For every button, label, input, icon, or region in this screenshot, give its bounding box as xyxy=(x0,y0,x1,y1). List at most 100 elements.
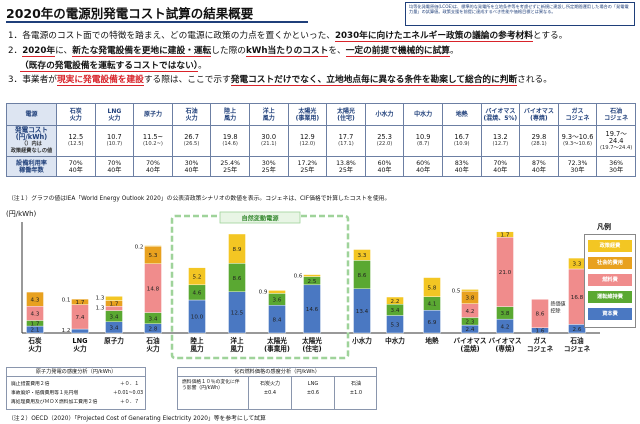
bar-value-label: 2.5 xyxy=(308,279,317,285)
bar-category-label: ガス xyxy=(533,336,547,345)
source-col-header: 石炭 火力 xyxy=(56,103,96,126)
cost-cell: 13.2 (12.7) xyxy=(480,125,521,157)
source-col-header: LNG 火力 xyxy=(94,103,135,126)
bar-segment-policy xyxy=(496,231,514,238)
legend-item-policy: 政策経費 xyxy=(588,240,632,252)
source-header: 電源 xyxy=(6,103,57,126)
bar-value-label: 3.8 xyxy=(501,311,510,317)
bar-value-label: 2.2 xyxy=(391,299,400,305)
cost-row-label: 発電コスト (円/kWh) （）内は 政策経費なしの値 xyxy=(6,125,57,157)
fuel-sens-divider xyxy=(291,377,292,410)
cost-cell: 11.5~ (10.2~) xyxy=(133,125,173,157)
legend-item-capital: 資本費 xyxy=(588,308,632,320)
bar-value-label: 3.6 xyxy=(273,298,282,304)
bar-category-label: 洋上 xyxy=(230,336,244,345)
fuel-sensitivity-table: 化石燃料価格の感度分析（円/kWh） 燃料価格１０％の変化に伴う影響（円/kWh… xyxy=(177,367,377,410)
source-col-header: 小水力 xyxy=(364,103,405,126)
bar-segment-policy xyxy=(461,289,479,292)
bar-value-label: 1.7 xyxy=(76,300,85,306)
bar-segment-policy xyxy=(144,245,162,247)
source-col-header: 石油 コジェネ xyxy=(596,103,636,126)
bar-value-label: 2.1 xyxy=(31,328,40,334)
cost-cell: 12.5 (12.5) xyxy=(56,125,96,157)
bar-segment-policy xyxy=(105,296,123,301)
lcoe-note-box: 均等化発電原価(LCOE)は、標準的な発電所を立地条件等を考慮せずに新規に建設し… xyxy=(405,2,635,26)
bullet-3: 3．事業者が現実に発電設備を建設する際は、ここで示す発電コストだけでなく、立地地… xyxy=(8,75,552,87)
source-col-header: 原子力 xyxy=(133,103,173,126)
fuel-sens-coal: 石炭火力 ±0.4 xyxy=(259,381,280,396)
fuel-sens-divider xyxy=(334,377,335,410)
utilization-cell: 72.3% 30年 xyxy=(557,156,598,177)
bar-category-label: LNG xyxy=(72,337,87,345)
nuclear-sensitivity-title: 原子力発電の感度分析（円/kWh） xyxy=(7,368,145,377)
cost-cell: 19.8 (14.6) xyxy=(210,125,250,157)
utilization-cell: 87% 40年 xyxy=(519,156,559,177)
bar-value-label: 12.5 xyxy=(231,311,244,317)
bar-category-label: 中水力 xyxy=(385,336,405,345)
page-title: 2020年の電源別発電コスト試算の結果概要 xyxy=(6,6,254,21)
bar-value-label: 14.6 xyxy=(306,307,319,313)
bullet-2: 2．2020年に、新たな発電設備を更地に建設・運転した際のkWh当たりのコストを… xyxy=(8,45,459,57)
cost-cell: 10.7 (10.7) xyxy=(94,125,135,157)
bar-value-label: 7.4 xyxy=(76,315,85,321)
bar-value-label: 14.8 xyxy=(147,286,160,292)
bar-segment-policy xyxy=(386,296,404,305)
variable-renewables-label-box xyxy=(219,211,301,224)
bar-value-label: 1.3 xyxy=(96,305,105,311)
utilization-cell: 70% 40年 xyxy=(480,156,521,177)
bar-segment-policy xyxy=(228,233,246,264)
bar-value-label: 5.3 xyxy=(391,322,400,328)
footnote-2: （注２）OECD（2020）「Projected Cost of Generat… xyxy=(8,416,266,422)
bar-value-label: 0.2 xyxy=(135,245,144,251)
bar-value-label: 8.4 xyxy=(273,317,282,323)
source-col-header: 陸上 風力 xyxy=(210,103,250,126)
bar-category-label: 火力 xyxy=(73,344,87,353)
cost-table: 電源 石炭 火力 LNG 火力 原子力 石油 火力 陸上 風力 洋上 風力 太陽光 (事業用) 太陽光 (住… xyxy=(6,103,636,177)
bar-value-label: 4.2 xyxy=(466,309,475,315)
bar-value-label: 3.4 xyxy=(110,314,119,320)
bar-value-label: 8.6 xyxy=(536,312,545,318)
bar-value-label: 0.9 xyxy=(259,289,268,295)
bar-segment-policy xyxy=(353,249,371,261)
bar-value-label: 10.0 xyxy=(191,315,204,321)
nuclear-sens-value-1: ＋０．１ xyxy=(120,382,140,387)
bar-category-label: 石炭 xyxy=(27,336,42,345)
bar-value-label: 5.8 xyxy=(428,285,437,291)
cost-cell: 26.7 (26.5) xyxy=(171,125,212,157)
utilization-cell: 70% 40年 xyxy=(133,156,173,177)
cost-cell: 9.3～10.6 (9.3～10.6) xyxy=(557,125,598,157)
legend-item-om: 運転維持費 xyxy=(588,291,632,303)
bar-value-label: 4.3 xyxy=(31,312,40,318)
bar-value-label: 2.8 xyxy=(149,327,158,333)
utilization-row-label: 設備利用率 稼働年数 xyxy=(6,156,57,177)
bar-segment-policy xyxy=(303,274,321,277)
bar-category-label: (専焼) xyxy=(495,344,514,353)
utilization-cell: 30% 40年 xyxy=(171,156,212,177)
footnote-1: （注１）グラフの値はIEA「World Energy Outlook 2020」… xyxy=(8,196,391,202)
bar-value-label: 4.3 xyxy=(31,297,40,303)
bar-value-label: 2.6 xyxy=(573,327,582,333)
bar-value-label: 2.4 xyxy=(466,327,475,333)
bar-value-label: 1.2 xyxy=(62,328,71,334)
bar-value-label: 21.0 xyxy=(499,270,512,276)
bar-value-label: 3.4 xyxy=(110,326,119,332)
nuclear-sensitivity-table: 原子力発電の感度分析（円/kWh） 廃止措置費用２倍 ＋０．１ 事故廃炉・賠償費… xyxy=(6,367,146,410)
bar-value-label: 3.8 xyxy=(466,296,475,302)
bar-value-label: 8.9 xyxy=(233,247,242,253)
source-col-header: 太陽光 (事業用) xyxy=(287,103,328,126)
cost-table-header: 電源 石炭 火力 LNG 火力 原子力 石油 火力 陸上 風力 洋上 風力 太陽光 (事業用) 太陽光 (住… xyxy=(6,103,636,126)
bar-segment-social xyxy=(26,291,44,307)
utilization-cell: 60% 40年 xyxy=(364,156,405,177)
legend-item-social: 社会的費用 xyxy=(588,257,632,269)
nuclear-sens-label-3: 再処理費用及びＭＯＸ燃料加工費用２倍 xyxy=(11,400,98,405)
bar-category-label: 火力 xyxy=(28,344,42,353)
heat-value-deduction-label: 控除 xyxy=(551,307,561,314)
bar-category-label: 石油 xyxy=(145,336,160,345)
bar-category-label: 火力 xyxy=(146,344,160,353)
bar-category-label: (事業用) xyxy=(264,344,290,353)
bar-value-label: 1.6 xyxy=(536,329,545,335)
cost-cell: 12.9 (12.0) xyxy=(287,125,328,157)
bar-category-label: 陸上 xyxy=(190,336,204,345)
nuclear-sens-label-1: 廃止措置費用２倍 xyxy=(11,382,50,387)
source-col-header: 地熱 xyxy=(441,103,482,126)
